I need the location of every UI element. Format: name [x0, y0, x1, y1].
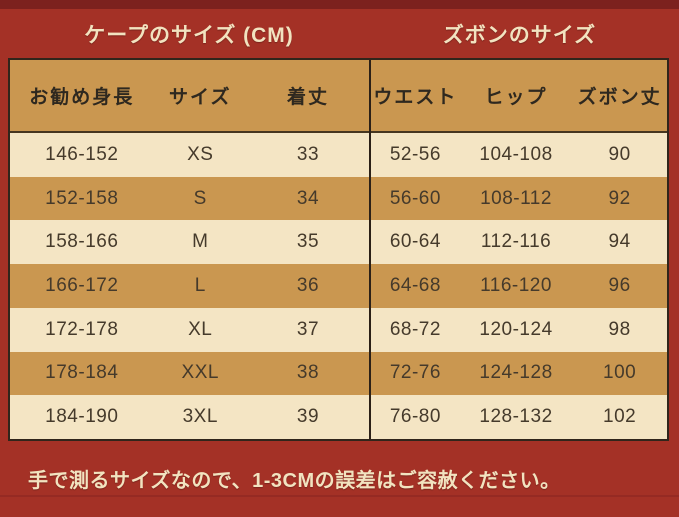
table-cell: 90 [608, 143, 631, 165]
table-cell: 102 [603, 406, 637, 428]
pants-size-table: ウエスト ヒップ ズボン丈 52-56 104-108 90 56-60 108-112 92 6… [371, 60, 667, 440]
table-cell: XL [188, 318, 213, 340]
table-cell: 128-132 [479, 406, 553, 428]
table-cell: 34 [296, 187, 320, 209]
header-cell: お勧め身長 [29, 87, 135, 108]
table-cell: 37 [296, 318, 320, 340]
measurement-note: 手で測るサイズなので、1-3CMの誤差はご容赦ください。 [28, 470, 561, 492]
table-cell: 98 [608, 318, 631, 340]
table-row: 166-172 L 36 [10, 264, 369, 308]
table-cell: 76-80 [389, 406, 441, 428]
table-cell: 158-166 [45, 231, 119, 253]
table-cell: L [194, 275, 206, 297]
table-row: 178-184 XXL 38 [10, 351, 369, 396]
header-cell: ズボン丈 [577, 87, 662, 108]
table-cell: 120-124 [479, 318, 553, 340]
table-cell: 33 [296, 143, 320, 165]
table-cell: S [193, 187, 207, 209]
table-row: 52-56 104-108 90 [371, 133, 667, 177]
table-row: 68-72 120-124 98 [371, 307, 667, 352]
pants-table-title: ズボンのサイズ [442, 24, 597, 47]
table-row: 172-178 XL 37 [10, 307, 369, 352]
table-cell: 104-108 [479, 143, 553, 165]
header-cell: 着丈 [286, 87, 329, 108]
table-header-row: ウエスト ヒップ ズボン丈 [371, 60, 667, 133]
table-cell: 94 [608, 231, 631, 253]
table-cell: 116-120 [480, 275, 552, 297]
table-cell: 100 [603, 362, 637, 384]
size-tables: お勧め身長 サイズ 着丈 146-152 XS 33 152-158 S 34 158-166 M 3… [8, 58, 669, 441]
table-row: 76-80 128-132 102 [371, 395, 667, 440]
table-cell: 52-56 [389, 143, 441, 165]
table-cell: 96 [608, 275, 631, 297]
table-row: 72-76 124-128 100 [371, 351, 667, 396]
header-cell: ヒップ [484, 87, 548, 108]
table-header-row: お勧め身長 サイズ 着丈 [10, 60, 369, 133]
table-row: 56-60 108-112 92 [371, 176, 667, 221]
table-cell: 152-158 [45, 187, 119, 209]
header-cell: ウエスト [373, 87, 458, 108]
table-cell: 39 [296, 406, 320, 428]
table-row: 158-166 M 35 [10, 220, 369, 265]
table-cell: 112-116 [480, 231, 552, 253]
top-edge-shade [0, 0, 679, 9]
table-cell: 60-64 [389, 231, 441, 253]
table-row: 152-158 S 34 [10, 176, 369, 221]
bottom-edge-shade [0, 495, 679, 497]
table-cell: 178-184 [45, 362, 119, 384]
table-cell: 108-112 [480, 187, 552, 209]
table-cell: 56-60 [389, 187, 441, 209]
table-cell: 146-152 [45, 143, 119, 165]
table-row: 184-190 3XL 39 [10, 395, 369, 440]
table-cell: XXL [181, 362, 219, 384]
table-cell: 35 [296, 231, 320, 253]
table-cell: 64-68 [389, 275, 441, 297]
table-cell: 184-190 [45, 406, 119, 428]
table-cell: M [192, 231, 209, 253]
table-cell: 92 [608, 187, 631, 209]
table-row: 146-152 XS 33 [10, 133, 369, 177]
table-row: 60-64 112-116 94 [371, 220, 667, 265]
table-row: 64-68 116-120 96 [371, 264, 667, 308]
table-cell: 72-76 [389, 362, 441, 384]
table-cell: 68-72 [389, 318, 441, 340]
table-cell: 124-128 [479, 362, 553, 384]
table-cell: 3XL [182, 406, 218, 428]
table-cell: 172-178 [45, 318, 119, 340]
table-cell: XS [187, 143, 214, 165]
header-cell: サイズ [169, 87, 232, 108]
table-cell: 166-172 [45, 275, 119, 297]
cape-table-title: ケープのサイズ (CM) [84, 24, 294, 47]
table-cell: 38 [296, 362, 320, 384]
cape-size-table: お勧め身長 サイズ 着丈 146-152 XS 33 152-158 S 34 158-166 M 3… [10, 60, 371, 440]
table-cell: 36 [296, 275, 320, 297]
